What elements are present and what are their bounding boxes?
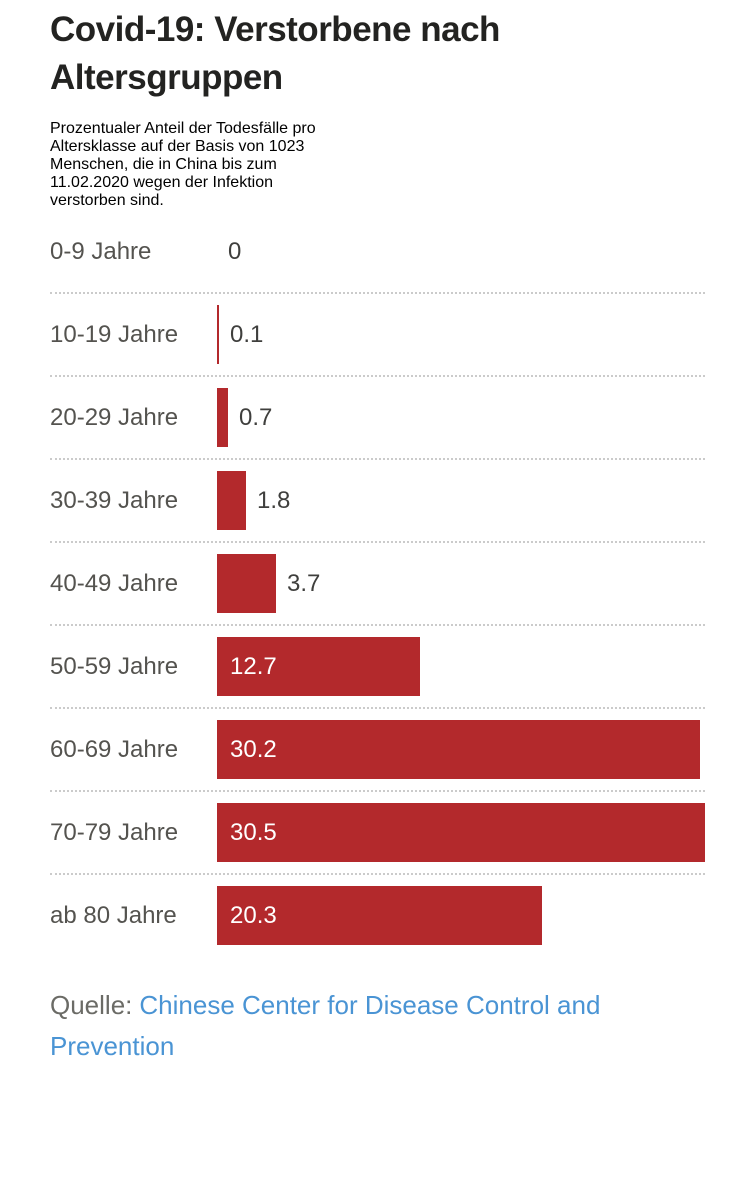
infographic: Covid-19: Verstorbene nach Altersgruppen… <box>50 6 705 1067</box>
title-line-1: Covid-19: Verstorbene nach <box>50 10 500 49</box>
page-title: Covid-19: Verstorbene nach Altersgruppen <box>50 6 705 102</box>
value-label: 30.2 <box>230 736 277 763</box>
chart-row: 70-79 Jahre 30.5 <box>50 803 705 862</box>
bar-area: 1.8 <box>217 471 705 530</box>
category-label: 60-69 Jahre <box>50 735 179 763</box>
category-label: 40-49 Jahre <box>50 569 179 597</box>
chart-row: 40-49 Jahre 3.7 <box>50 554 705 613</box>
category-label: 70-79 Jahre <box>50 818 179 846</box>
source-link-line-1[interactable]: Chinese Center for Disease Control and <box>139 990 601 1020</box>
bar-chart: 0-9 Jahre 0 10-19 Jahre 0.1 20-29 Jahre 0.7 30… <box>50 222 705 945</box>
category-label: 50-59 Jahre <box>50 652 179 680</box>
category-label: 0-9 Jahre <box>50 237 152 265</box>
chart-row: ab 80 Jahre 20.3 <box>50 886 705 945</box>
chart-row: 50-59 Jahre 12.7 <box>50 637 705 696</box>
bar-area: 20.3 <box>217 886 705 945</box>
bar-area: 30.2 <box>217 720 705 779</box>
bar <box>217 305 219 364</box>
bar <box>217 803 705 862</box>
category-label: 30-39 Jahre <box>50 486 179 514</box>
row-divider <box>50 541 705 543</box>
value-label: 20.3 <box>230 902 277 929</box>
category-label: ab 80 Jahre <box>50 901 177 929</box>
bar <box>217 637 420 696</box>
subtitle-line: Menschen, die in China bis zum <box>50 156 277 173</box>
bar <box>217 554 276 613</box>
bar-area: 0 <box>217 222 705 281</box>
row-divider <box>50 375 705 377</box>
bar <box>217 886 542 945</box>
bar-area: 3.7 <box>217 554 705 613</box>
value-label: 0.1 <box>230 321 264 348</box>
bar <box>217 388 228 447</box>
chart-row: 10-19 Jahre 0.1 <box>50 305 705 364</box>
chart-row: 60-69 Jahre 30.2 <box>50 720 705 779</box>
source-link-line-2[interactable]: Prevention <box>50 1031 175 1061</box>
bar-area: 0.7 <box>217 388 705 447</box>
value-label: 3.7 <box>287 570 321 597</box>
chart-row: 0-9 Jahre 0 <box>50 222 705 281</box>
category-label: 20-29 Jahre <box>50 403 179 431</box>
value-label: 0 <box>228 238 242 265</box>
row-divider <box>50 790 705 792</box>
bar-area: 12.7 <box>217 637 705 696</box>
value-label: 30.5 <box>230 819 277 846</box>
source-prefix: Quelle: <box>50 990 133 1020</box>
subtitle-line: Prozentualer Anteil der Todesfälle pro <box>50 120 316 137</box>
source-line: Quelle: Chinese Center for Disease Contro… <box>50 985 705 1067</box>
chart-row: 30-39 Jahre 1.8 <box>50 471 705 530</box>
bar <box>217 471 246 530</box>
row-divider <box>50 292 705 294</box>
bar <box>217 720 700 779</box>
source-link[interactable]: Chinese Center for Disease Control and Pr… <box>50 990 600 1061</box>
subtitle-line: 11.02.2020 wegen der Infektion <box>50 174 273 191</box>
row-divider <box>50 624 705 626</box>
row-divider <box>50 707 705 709</box>
chart-row: 20-29 Jahre 0.7 <box>50 388 705 447</box>
title-line-2: Altersgruppen <box>50 58 283 97</box>
row-divider <box>50 873 705 875</box>
value-label: 1.8 <box>257 487 291 514</box>
category-label: 10-19 Jahre <box>50 320 179 348</box>
value-label: 0.7 <box>239 404 273 431</box>
row-divider <box>50 458 705 460</box>
value-label: 12.7 <box>230 653 277 680</box>
subtitle-line: Altersklasse auf der Basis von 1023 <box>50 138 305 155</box>
subtitle-line: verstorben sind. <box>50 192 164 209</box>
bar-area: 30.5 <box>217 803 705 862</box>
bar-area: 0.1 <box>217 305 705 364</box>
